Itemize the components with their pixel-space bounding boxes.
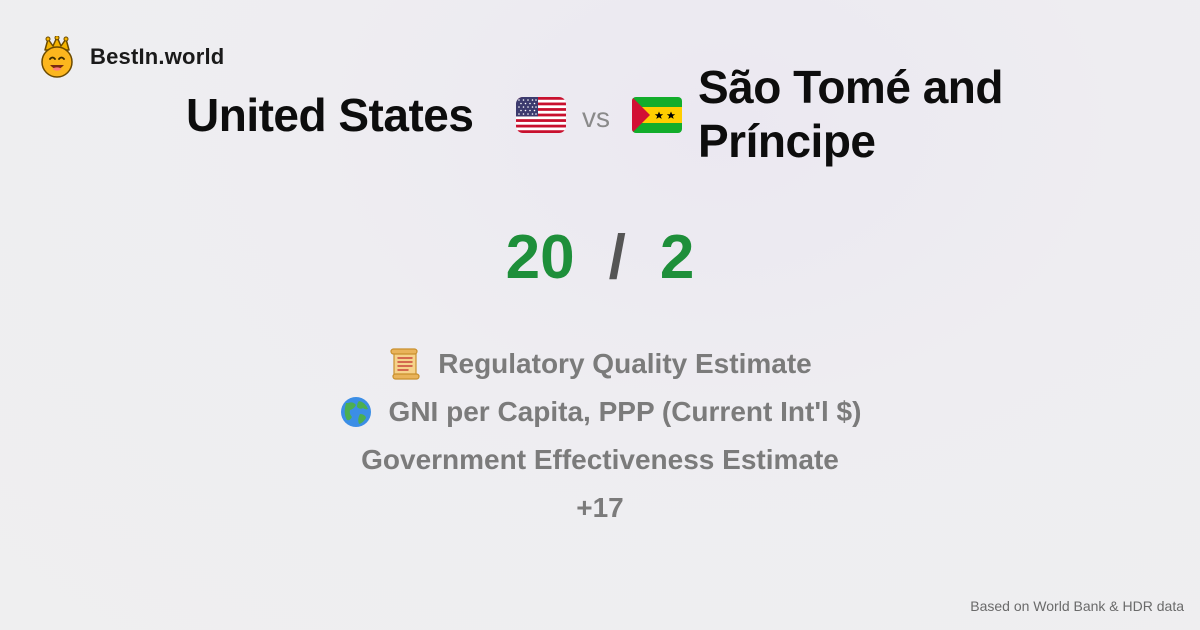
metric-more-count[interactable]: +17 bbox=[0, 484, 1200, 532]
metric-label: Regulatory Quality Estimate bbox=[438, 348, 812, 379]
globe-icon bbox=[340, 397, 371, 427]
score-separator: / bbox=[608, 223, 626, 292]
comparison-title: United States vs bbox=[0, 58, 1200, 178]
scroll-icon bbox=[390, 348, 420, 380]
metrics-list: Regulatory Quality Estimate GNI per Capi… bbox=[0, 340, 1200, 532]
us-flag-icon bbox=[516, 97, 566, 133]
country-a-name[interactable]: United States bbox=[186, 89, 474, 141]
metric-government-effectiveness[interactable]: Government Effectiveness Estimate bbox=[0, 436, 1200, 484]
brand[interactable]: BestIn.world bbox=[38, 36, 224, 78]
country-a-score: 20 bbox=[505, 223, 575, 292]
data-source-note: Based on World Bank & HDR data bbox=[970, 598, 1184, 614]
metric-label: +17 bbox=[576, 492, 624, 523]
metric-gni-per-capita[interactable]: GNI per Capita, PPP (Current Int'l $) bbox=[0, 388, 1200, 436]
country-b-name[interactable]: São Tomé and Príncipe bbox=[698, 61, 1003, 167]
score-display: 20 / 2 bbox=[0, 222, 1200, 293]
sao-tome-flag-icon bbox=[632, 97, 682, 133]
country-b-score: 2 bbox=[659, 223, 695, 292]
metric-regulatory-quality[interactable]: Regulatory Quality Estimate bbox=[0, 340, 1200, 388]
metric-label: GNI per Capita, PPP (Current Int'l $) bbox=[388, 396, 862, 427]
brand-name: BestIn.world bbox=[90, 44, 225, 69]
smiling-crown-face-icon bbox=[41, 36, 73, 78]
metric-label: Government Effectiveness Estimate bbox=[361, 444, 839, 475]
vs-label: vs bbox=[582, 102, 610, 133]
